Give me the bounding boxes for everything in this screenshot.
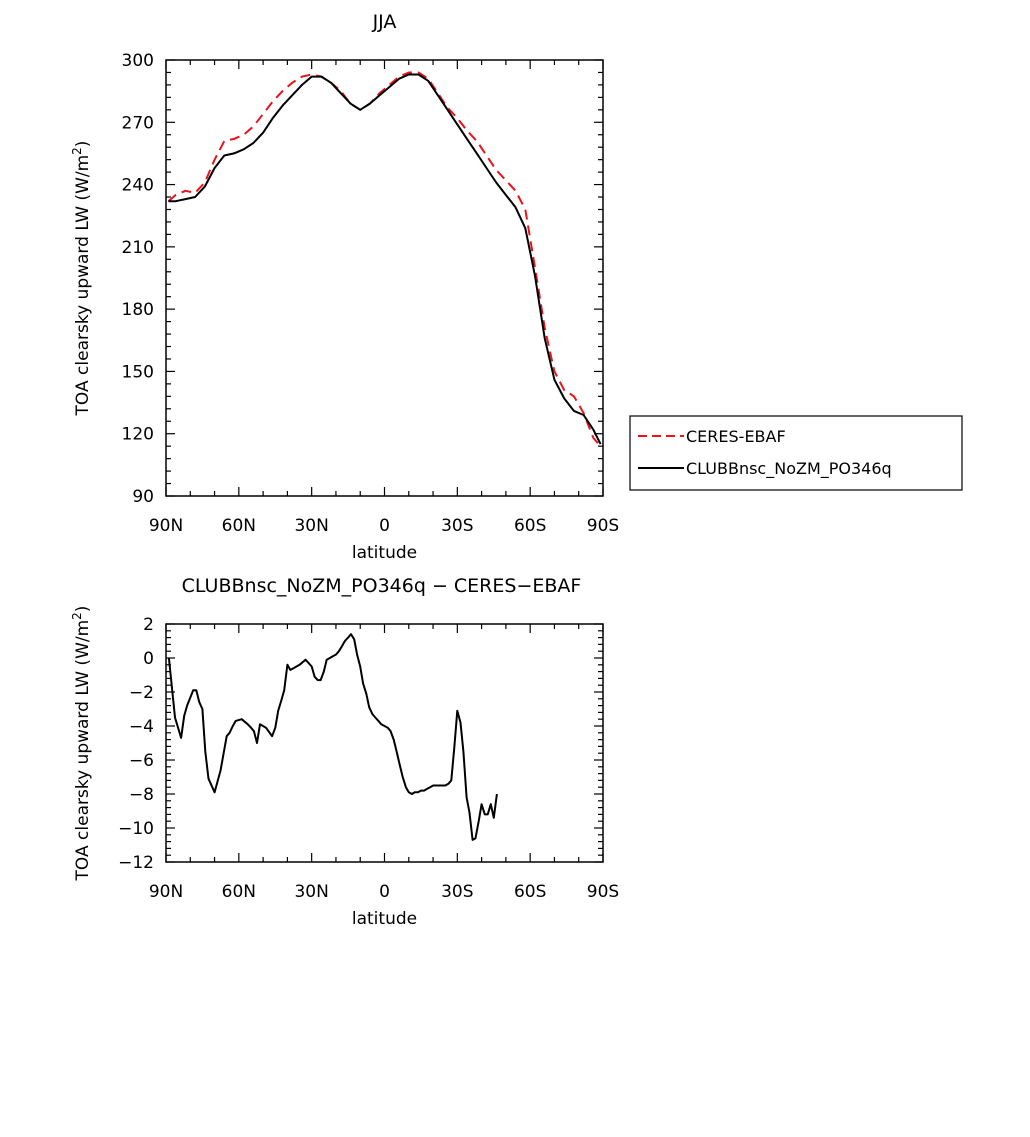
x-axis-title: latitude [352,543,417,563]
chart-title: JJA [372,11,397,33]
y-tick-label: 2 [143,615,154,635]
x-axis-title: latitude [352,909,417,929]
chart-panel-2: CLUBBnsc_NoZM_PO346q − CERES−EBAF 90N 60N 3… [70,575,619,929]
y-tick-label: 240 [122,176,154,196]
x-tick-label: 90N [149,516,183,536]
x-tick-label: 90S [587,882,619,902]
legend-label: CERES-EBAF [686,427,786,446]
y-tick-label: 210 [122,238,154,258]
y-tick-label: −8 [129,785,154,805]
x-tick-label: 60N [222,882,256,902]
x-tick-label: 30S [441,516,473,536]
x-tick-label: 30S [441,882,473,902]
series-line-1 [167,633,498,841]
y-tick-label: 180 [122,300,154,320]
x-tick-label: 90S [587,516,619,536]
y-tick-label: −4 [129,717,154,737]
plot-frame [165,623,604,863]
y-tick-label: 300 [122,51,154,71]
x-tick-label: 30N [294,516,328,536]
x-tick-label: 0 [379,882,390,902]
y-axis-title: TOA clearsky upward LW (W/m2) [70,606,93,882]
chart-panel-1: JJA 90N 60N 30N 0 30S 60S 90S latitude 90 120 150 18… [70,11,963,563]
y-axis-title: TOA clearsky upward LW (W/m2) [70,141,93,417]
y-tick-label: 120 [122,425,154,445]
legend: CERES-EBAF CLUBBnsc_NoZM_PO346q [629,415,963,491]
y-tick-label: 150 [122,362,154,382]
x-tick-label: 60S [514,516,546,536]
y-tick-label: 0 [143,649,154,669]
legend-box [629,415,963,491]
x-tick-label: 60S [514,882,546,902]
y-tick-label: −10 [118,819,154,839]
series-line-2 [168,73,602,445]
y-tick-label: −6 [129,751,154,771]
x-tick-label: 90N [149,882,183,902]
x-tick-label: 0 [379,516,390,536]
y-tick-label: 270 [122,113,154,133]
legend-label: CLUBBnsc_NoZM_PO346q [686,459,892,479]
x-tick-label: 30N [294,882,328,902]
series-line-1 [167,71,602,447]
y-tick-label: 90 [132,487,154,507]
x-tick-label: 60N [222,516,256,536]
y-tick-label: −2 [129,683,154,703]
chart-title: CLUBBnsc_NoZM_PO346q − CERES−EBAF [182,575,582,597]
y-tick-label: −12 [118,853,154,873]
